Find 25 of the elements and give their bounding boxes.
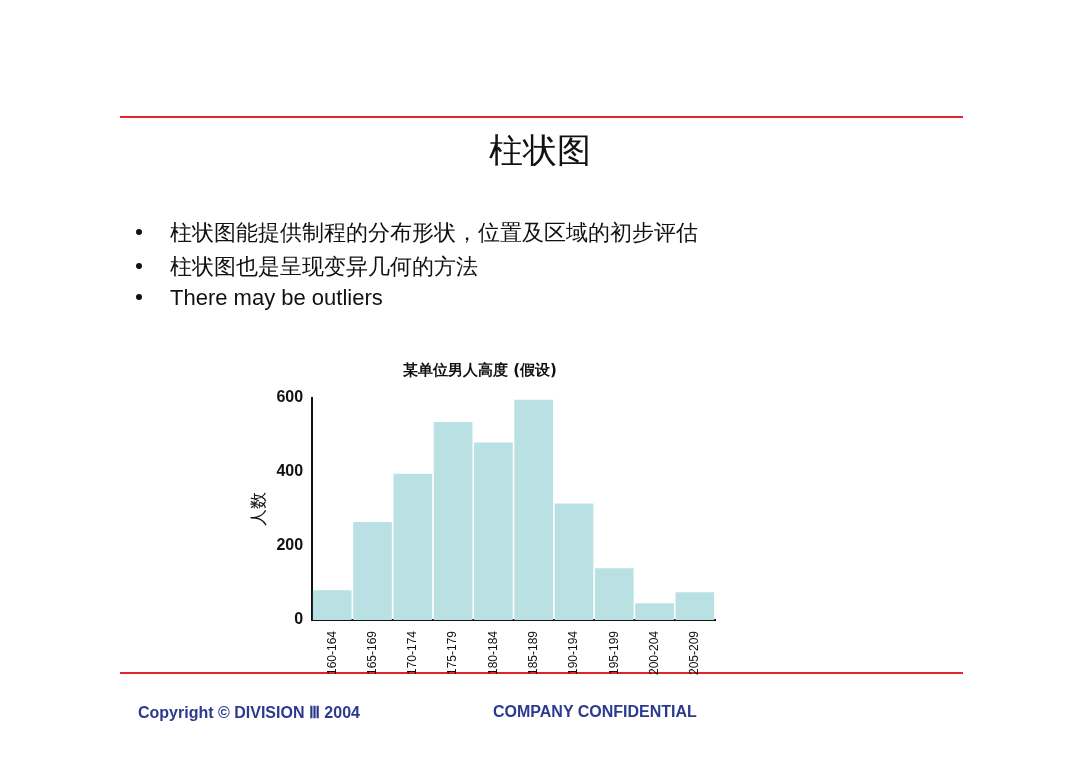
x-tick-label: 195-199: [606, 630, 621, 676]
text: Copyright © DIVISION Ⅲ 2004: [138, 704, 360, 721]
text: COMPANY CONFIDENTIAL: [493, 703, 697, 720]
text: 柱状图: [489, 130, 591, 170]
y-tick-label: 200: [276, 536, 304, 554]
x-tick-label: 185-189: [526, 630, 541, 676]
x-tick-label: 165-169: [364, 630, 379, 676]
x-tick-label: 180-184: [485, 630, 500, 676]
text: 柱状图也是呈现变异几何的方法: [170, 254, 478, 279]
x-tick-label: 190-194: [566, 630, 581, 676]
text: 柱状图能提供制程的分布形状，位置及区域的初步评估: [170, 220, 698, 245]
y-tick-label: 0: [294, 610, 304, 628]
y-tick-label: 600: [276, 388, 304, 406]
bar: [433, 422, 473, 620]
x-tick-label: 160-164: [324, 630, 339, 676]
bar: [554, 503, 594, 620]
y-axis-title: 人数: [248, 491, 268, 526]
x-tick-label: 175-179: [445, 630, 460, 676]
x-tick-label: 205-209: [687, 630, 702, 676]
bar: [675, 592, 715, 620]
y-tick-label: 400: [276, 462, 304, 480]
x-tick-label: 200-204: [646, 630, 661, 676]
text: There may be outliers: [170, 285, 383, 310]
x-tick-label: 170-174: [405, 630, 420, 676]
chart-title: 某单位男人高度 (假设): [402, 360, 557, 379]
